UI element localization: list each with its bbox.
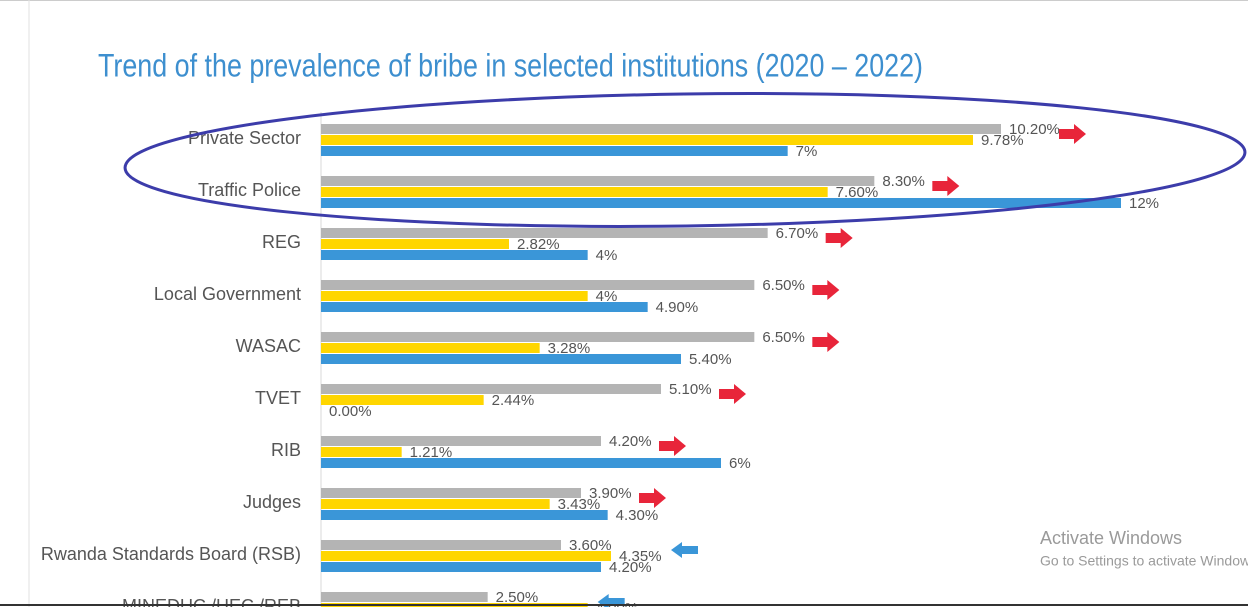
category-label: MINEDUC /HEC /REB [122,596,301,607]
bar [321,488,581,498]
category-label: Judges [243,492,301,512]
value-label: 5.10% [669,381,712,398]
bar [321,176,875,186]
trend-arrow [659,436,686,456]
value-label: 6% [729,455,751,472]
trend-arrow [812,332,840,352]
bar [321,354,681,364]
bar [321,458,721,468]
value-label: 3.60% [569,537,612,554]
bar [321,250,588,260]
value-label: 2.82% [517,236,560,253]
value-label: 6.50% [762,329,805,346]
value-label: 4.90% [656,299,699,316]
value-label: 4% [596,288,618,305]
chart-title: Trend of the prevalence of bribe in sele… [98,47,923,83]
category-label: REG [262,232,301,252]
bar [321,135,973,145]
trend-arrow [671,542,698,558]
bar [321,228,768,238]
category-label: Private Sector [188,128,301,148]
bar [321,551,611,561]
bar [321,332,755,342]
value-label: 4% [596,247,618,264]
value-label: 6.50% [762,277,805,294]
value-label: 8.30% [882,173,925,190]
bar [321,198,1121,208]
bar [321,146,788,156]
bar [321,343,540,353]
value-label: 4.30% [616,507,659,524]
bar [321,124,1001,134]
bar [321,302,648,312]
value-label: 6.70% [776,225,819,242]
bar [321,239,509,249]
category-label: TVET [255,388,301,408]
trend-arrow [825,228,853,248]
watermark-title: Activate Windows [1040,528,1182,548]
category-label: Local Government [154,284,301,304]
bar [321,540,561,550]
value-label: 3.90% [589,485,632,502]
bar [321,187,828,197]
watermark-subtitle: Go to Settings to activate Windows [1040,553,1248,569]
bar [321,447,402,457]
value-label: 9.78% [981,132,1024,149]
value-label: 2.44% [492,392,535,409]
value-label: 3.28% [548,340,591,357]
value-label: 7% [796,143,818,160]
trend-arrow [719,384,746,404]
value-label: 10.20% [1009,121,1060,138]
trend-arrow [932,176,960,196]
value-label: 4.20% [609,559,652,576]
value-label: 12% [1129,195,1159,212]
value-label: 2.50% [496,589,539,606]
value-label: 3.43% [558,496,601,513]
plot: Private Sector 10.20%9.78% 7% Traffic Polic… [41,121,1159,607]
bar [321,499,550,509]
bar [321,395,484,405]
bar [321,280,755,290]
value-label: 4.20% [609,433,652,450]
value-label: 0.00% [329,403,372,420]
bar [321,436,601,446]
highlight-ellipse [123,92,1247,228]
trend-arrow [1059,124,1086,144]
category-label: RIB [271,440,301,460]
bar [321,562,601,572]
category-label: Rwanda Standards Board (RSB) [41,544,301,564]
value-label: 4.35% [619,548,662,565]
bar [321,510,608,520]
value-label: 1.21% [410,444,453,461]
bar [321,291,588,301]
value-label: 7.60% [836,184,879,201]
trend-arrow [639,488,666,508]
category-label: Traffic Police [198,180,301,200]
category-label: WASAC [236,336,301,356]
bar [321,592,488,602]
bar [321,384,661,394]
value-label: 5.40% [689,351,732,368]
trend-arrow [597,594,625,607]
trend-arrow [812,280,840,300]
